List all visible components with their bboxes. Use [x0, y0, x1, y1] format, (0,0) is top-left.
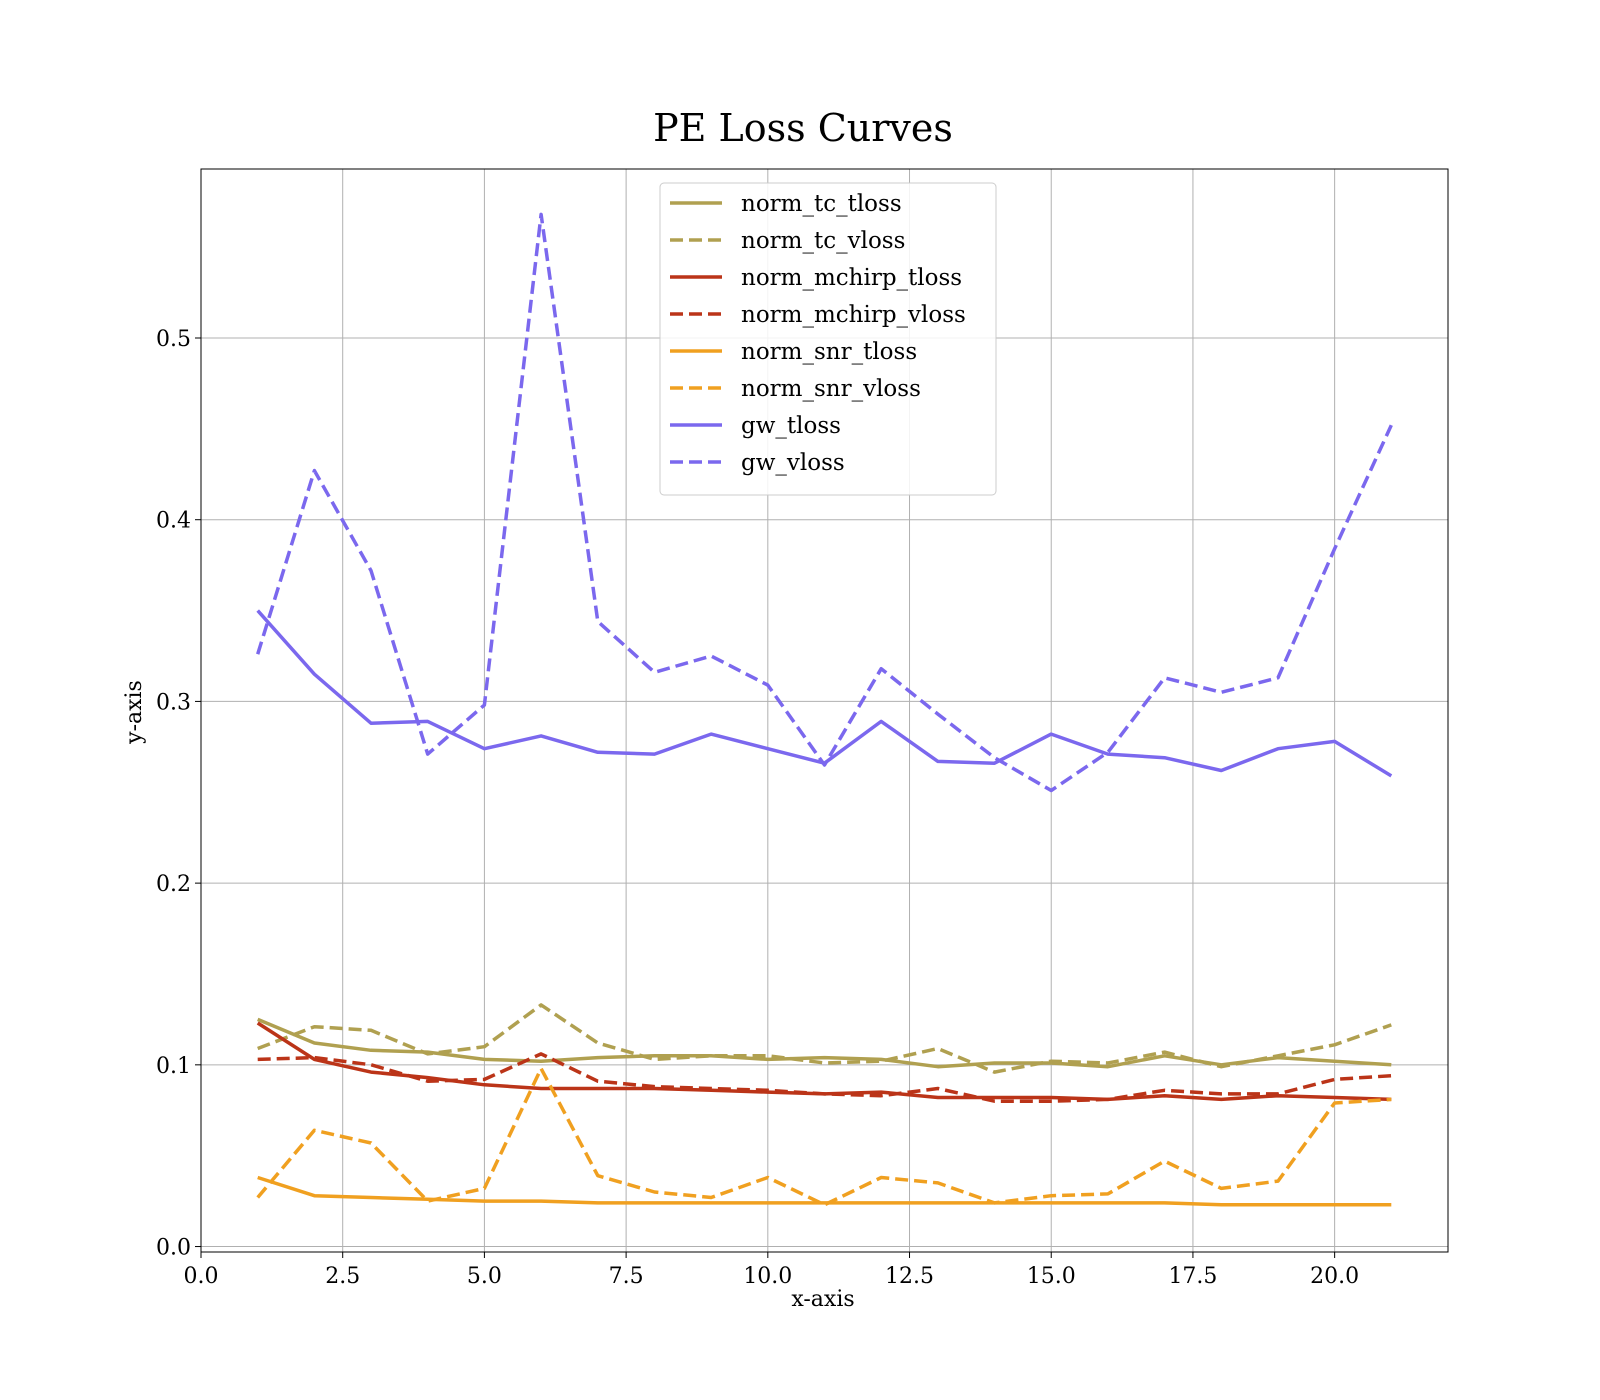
x-tick-label: 17.5 [1168, 1264, 1217, 1289]
legend-item: gw_tloss [670, 413, 841, 439]
legend-item: norm_snr_tloss [670, 339, 917, 365]
x-tick-label: 10.0 [743, 1264, 792, 1289]
legend-label: norm_snr_vloss [741, 376, 921, 402]
legend-label: norm_mchirp_tloss [741, 265, 962, 291]
y-tick-label: 0.3 [156, 690, 191, 715]
y-tick-label: 0.4 [156, 509, 191, 534]
axis-ticks: 0.0 2.5 5.0 7.5 10.0 12.5 15.0 17.5 20.0 0.0 0.1 0.… [156, 327, 1359, 1289]
x-tick-label: 12.5 [885, 1264, 934, 1289]
series-lines [256, 212, 1393, 1207]
series-line-norm-snr-tloss [257, 1175, 1392, 1207]
legend-item: norm_snr_vloss [670, 376, 921, 402]
series-line-norm-mchirp-tloss [256, 1021, 1392, 1102]
legend: norm_tc_tloss norm_tc_vloss norm_mchirp_tl… [659, 182, 997, 496]
x-tick-label: 20.0 [1310, 1264, 1359, 1289]
legend-label: gw_vloss [741, 450, 845, 476]
y-tick-label: 0.5 [156, 327, 191, 352]
legend-box [659, 182, 997, 496]
series-line-norm-tc-vloss [257, 1003, 1392, 1074]
legend-item: norm_mchirp_tloss [670, 265, 962, 291]
x-axis-label: x-axis [791, 1287, 854, 1312]
x-tick-label: 5.0 [467, 1264, 502, 1289]
legend-item: gw_vloss [670, 450, 845, 476]
legend-label: norm_mchirp_vloss [741, 302, 966, 328]
plot-area-frame [200, 168, 1449, 1253]
x-tick-label: 0.0 [184, 1264, 219, 1289]
y-axis-label: y-axis [122, 680, 147, 745]
x-tick-label: 7.5 [609, 1264, 644, 1289]
legend-label: gw_tloss [741, 413, 841, 439]
legend-label: norm_tc_vloss [741, 228, 905, 254]
series-line-gw-vloss [256, 212, 1393, 793]
y-tick-label: 0.0 [156, 1236, 191, 1261]
legend-label: norm_tc_tloss [741, 191, 902, 217]
legend-label: norm_snr_tloss [741, 339, 917, 365]
x-tick-label: 2.5 [325, 1264, 360, 1289]
series-line-norm-tc-tloss [257, 1017, 1392, 1069]
y-tick-label: 0.2 [156, 872, 191, 897]
series-line-norm-snr-vloss [256, 1066, 1392, 1207]
chart-title: PE Loss Curves [653, 106, 953, 150]
legend-item: norm_tc_vloss [670, 228, 905, 254]
series-line-norm-mchirp-vloss [257, 1052, 1392, 1103]
legend-item: norm_tc_tloss [670, 191, 902, 217]
x-tick-label: 15.0 [1027, 1264, 1076, 1289]
legend-item: norm_mchirp_vloss [670, 302, 966, 328]
y-tick-label: 0.1 [156, 1054, 191, 1079]
